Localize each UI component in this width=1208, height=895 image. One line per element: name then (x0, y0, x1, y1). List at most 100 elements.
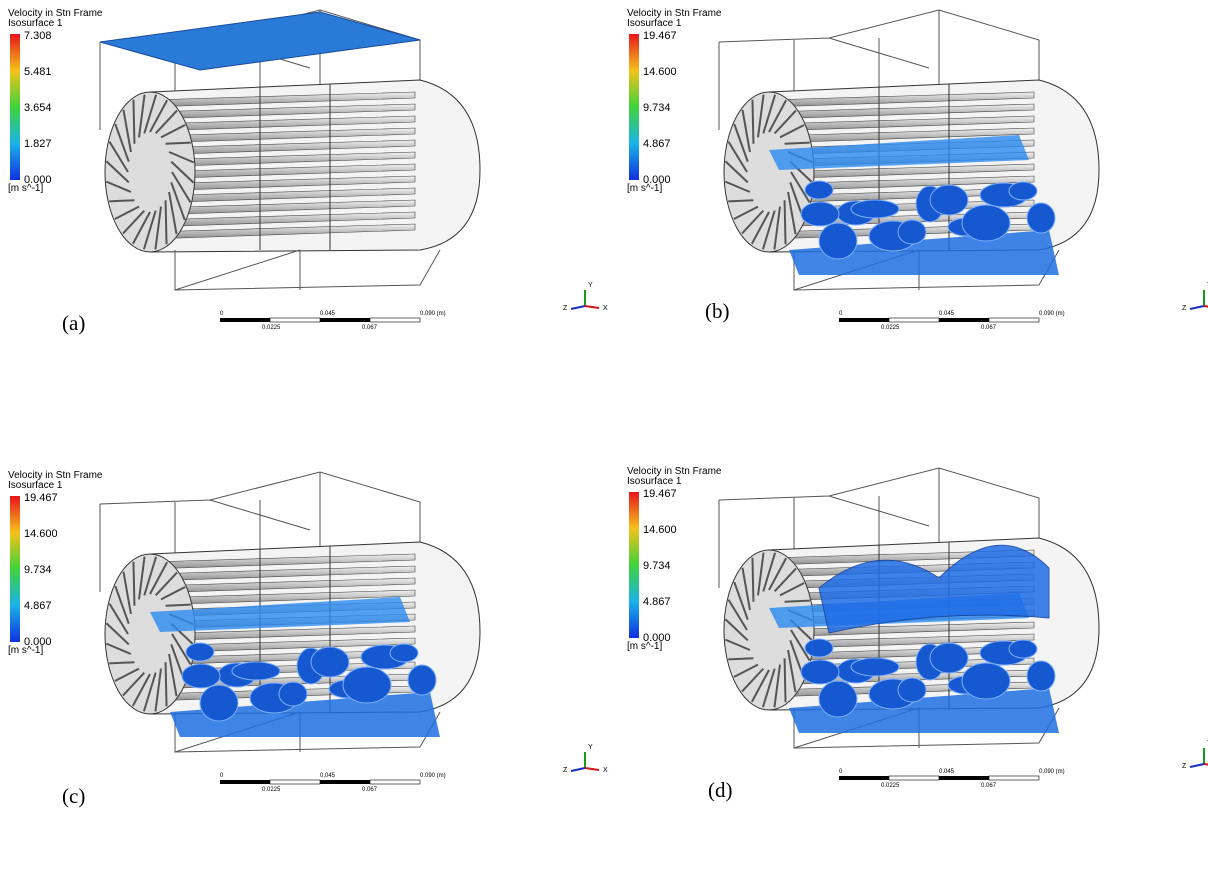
fan-blade (133, 100, 134, 144)
panel-label: (d) (708, 778, 733, 802)
fan-blade (785, 200, 786, 244)
colorbar-tick-label: 9.734 (643, 102, 671, 114)
iso-blob (819, 681, 857, 717)
panel: Velocity in Stn FrameIsosurface 119.4671… (8, 470, 608, 793)
colorbar (10, 496, 20, 642)
fan-blade (785, 601, 810, 602)
legend-unit: [m s^-1] (627, 641, 662, 652)
scale-seg (989, 318, 1039, 322)
axis-label: Y (588, 744, 593, 751)
scale-label: 0.090 (m) (420, 311, 446, 317)
axis-label: Z (1182, 763, 1187, 770)
scale-label: 0 (839, 769, 843, 775)
iso-blob (851, 200, 899, 218)
iso-blob (1009, 182, 1037, 200)
scale-label: 0.090 (m) (1039, 769, 1065, 775)
iso-blob (819, 223, 857, 259)
colorbar-tick-label: 1.827 (24, 138, 52, 150)
fan-blade (728, 658, 753, 659)
scale-seg (320, 318, 370, 322)
axis-label: Z (563, 767, 568, 774)
axis-x (585, 306, 599, 308)
lower-box (175, 250, 440, 290)
colorbar-tick-label: 9.734 (643, 560, 671, 572)
axis-z (571, 306, 585, 309)
scale-label: 0 (220, 311, 224, 317)
iso-blob (182, 664, 220, 688)
axis-z (1190, 306, 1204, 309)
iso-blob (930, 643, 968, 673)
fan-blade (166, 200, 167, 244)
scale-label: 0 (839, 311, 843, 317)
iso-blob (232, 662, 280, 680)
fan-blade (166, 605, 191, 606)
axis-label: X (603, 305, 608, 312)
colorbar-tick-label: 3.654 (24, 102, 52, 114)
iso-blob (343, 667, 391, 703)
iso-blob (186, 643, 214, 661)
cylinder-body (150, 80, 480, 252)
fan-blade (109, 200, 134, 201)
legend-subtitle: Isosurface 1 (8, 18, 63, 29)
scale-seg (370, 318, 420, 322)
fan-blade (109, 662, 134, 663)
scale-seg (839, 318, 889, 322)
iso-blob (851, 658, 899, 676)
iso-blob (200, 685, 238, 721)
scale-seg (989, 776, 1039, 780)
iso-blob (930, 185, 968, 215)
scale-seg (889, 318, 939, 322)
top-surface (100, 12, 420, 70)
scale-seg (270, 318, 320, 322)
colorbar-tick-label: 4.867 (643, 138, 671, 150)
scale-label: 0.0225 (881, 783, 900, 789)
fan-blade (133, 562, 134, 606)
scale-label: 0.0225 (881, 325, 900, 331)
fan-blade (166, 143, 191, 144)
iso-blob (898, 678, 926, 702)
scale-label: 0 (220, 773, 224, 779)
axis-x (1204, 306, 1208, 308)
scale-seg (939, 318, 989, 322)
fan-blade (752, 100, 753, 144)
scale-label: 0.045 (320, 311, 336, 317)
iso-blob (805, 639, 833, 657)
iso-blob (1027, 661, 1055, 691)
colorbar-tick-label: 4.867 (24, 600, 52, 612)
axis-label: Z (563, 305, 568, 312)
fan-blade (728, 200, 753, 201)
fan-blade (785, 143, 810, 144)
scale-label: 0.045 (939, 769, 955, 775)
iso-blob (1027, 203, 1055, 233)
iso-blob (311, 647, 349, 677)
scale-seg (889, 776, 939, 780)
scale-seg (839, 776, 889, 780)
scale-seg (939, 776, 989, 780)
scale-label: 0.0225 (262, 787, 281, 793)
legend-unit: [m s^-1] (8, 645, 43, 656)
scale-seg (220, 318, 270, 322)
iso-blob (801, 660, 839, 684)
legend-unit: [m s^-1] (627, 183, 662, 194)
scale-label: 0.067 (362, 325, 378, 331)
iso-blob (408, 665, 436, 695)
panel-label: (c) (62, 784, 85, 808)
colorbar-tick-label: 7.308 (24, 30, 52, 42)
scale-seg (370, 780, 420, 784)
colorbar-tick-label: 14.600 (24, 528, 58, 540)
colorbar-tick-label: 14.600 (643, 66, 677, 78)
colorbar-tick-label: 9.734 (24, 564, 52, 576)
legend-subtitle: Isosurface 1 (8, 480, 63, 491)
fan-blade (752, 558, 753, 602)
scale-seg (270, 780, 320, 784)
iso-blob (1009, 640, 1037, 658)
scale-label: 0.045 (320, 773, 336, 779)
colorbar-tick-label: 4.867 (643, 596, 671, 608)
scale-label: 0.0225 (262, 325, 281, 331)
scale-seg (320, 780, 370, 784)
axis-z (1190, 764, 1204, 767)
iso-blob (898, 220, 926, 244)
iso-blob (279, 682, 307, 706)
scale-label: 0.045 (939, 311, 955, 317)
